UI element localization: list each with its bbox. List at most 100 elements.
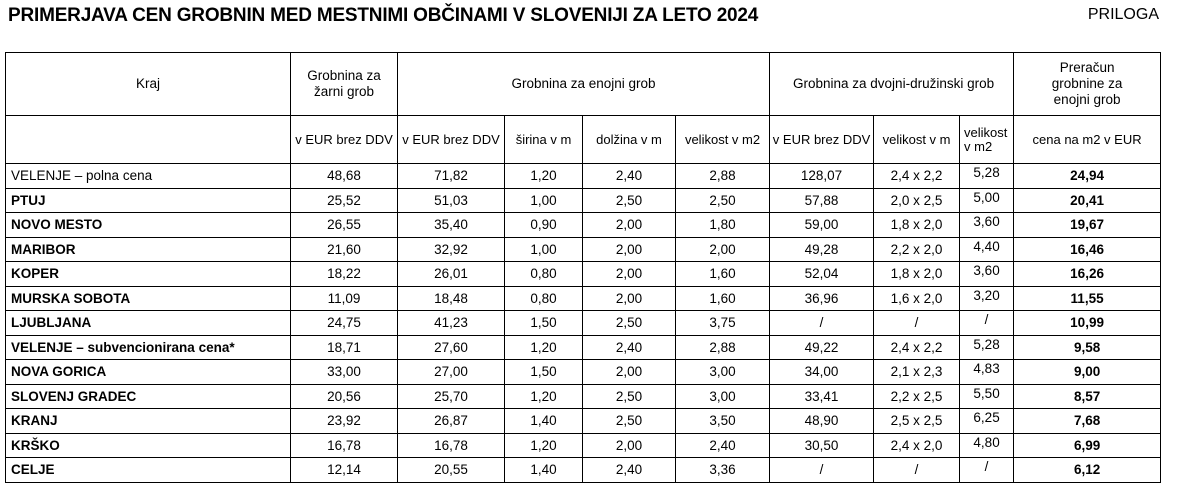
value-cell: 0,80: [504, 261, 583, 287]
value-cell: /: [769, 457, 875, 483]
value-cell: 21,60: [290, 236, 398, 262]
kraj-cell: KOPER: [5, 261, 291, 287]
value-cell: 3,20: [959, 285, 1015, 311]
value-cell: 20,41: [1013, 187, 1162, 213]
value-cell: 2,5 x 2,5: [873, 408, 961, 434]
value-cell: 2,00: [582, 212, 676, 238]
value-cell: 2,2 x 2,0: [873, 236, 961, 262]
topbar: PRIMERJAVA CEN GROBNIN MED MESTNIMI OBČI…: [8, 5, 1159, 27]
value-cell: 2,88: [674, 163, 771, 189]
table-row: NOVO MESTO 26,55 35,40 0,90 2,00 1,80 59,00 1,8…: [5, 212, 1162, 238]
value-cell: 6,25: [959, 408, 1015, 434]
value-cell: 48,90: [769, 408, 875, 434]
value-cell: 57,88: [769, 187, 875, 213]
value-cell: 27,00: [397, 359, 505, 385]
value-cell: 8,57: [1013, 383, 1162, 409]
value-cell: 3,00: [674, 383, 771, 409]
kraj-cell: NOVA GORICA: [5, 359, 291, 385]
value-cell: 23,92: [290, 408, 398, 434]
value-cell: 19,67: [1013, 212, 1162, 238]
value-cell: 6,12: [1013, 457, 1162, 483]
value-cell: 1,20: [504, 163, 583, 189]
value-cell: 20,56: [290, 383, 398, 409]
value-cell: 30,50: [769, 432, 875, 458]
value-cell: 2,4 x 2,2: [873, 163, 961, 189]
subheader-dvojni-eur: v EUR brez DDV: [769, 115, 875, 164]
value-cell: 5,28: [959, 334, 1015, 360]
value-cell: 9,58: [1013, 334, 1162, 360]
value-cell: 12,14: [290, 457, 398, 483]
corner-label: PRILOGA: [1087, 6, 1159, 23]
kraj-cell: KRŠKO: [5, 432, 291, 458]
value-cell: 3,36: [674, 457, 771, 483]
value-cell: 3,60: [959, 212, 1015, 238]
value-cell: /: [873, 310, 961, 336]
value-cell: 49,22: [769, 334, 875, 360]
value-cell: 4,40: [959, 236, 1015, 262]
value-cell: 1,20: [504, 334, 583, 360]
value-cell: 2,40: [582, 163, 676, 189]
subheader-enojni-eur: v EUR brez DDV: [397, 115, 505, 164]
value-cell: 1,50: [504, 359, 583, 385]
value-cell: /: [873, 457, 961, 483]
table-row: SLOVENJ GRADEC 20,56 25,70 1,20 2,50 3,00 33,4…: [5, 383, 1162, 409]
table-row: MURSKA SOBOTA 11,09 18,48 0,80 2,00 1,60 36,96…: [5, 285, 1162, 311]
value-cell: 0,80: [504, 285, 583, 311]
table-row: KRŠKO 16,78 16,78 1,20 2,00 2,40 30,50 2,4 x 2,…: [5, 432, 1162, 458]
value-cell: 2,50: [582, 383, 676, 409]
value-cell: 2,00: [582, 432, 676, 458]
value-cell: 9,00: [1013, 359, 1162, 385]
value-cell: 1,60: [674, 285, 771, 311]
value-cell: 11,55: [1013, 285, 1162, 311]
value-cell: 7,68: [1013, 408, 1162, 434]
value-cell: 2,50: [582, 310, 676, 336]
value-cell: 2,4 x 2,2: [873, 334, 961, 360]
page-title: PRIMERJAVA CEN GROBNIN MED MESTNIMI OBČI…: [8, 5, 759, 26]
value-cell: 33,41: [769, 383, 875, 409]
value-cell: 26,87: [397, 408, 505, 434]
value-cell: 1,00: [504, 236, 583, 262]
value-cell: 5,50: [959, 383, 1015, 409]
value-cell: 1,6 x 2,0: [873, 285, 961, 311]
kraj-cell: LJUBLJANA: [5, 310, 291, 336]
value-cell: 2,00: [582, 236, 676, 262]
kraj-cell: MURSKA SOBOTA: [5, 285, 291, 311]
value-cell: 2,4 x 2,0: [873, 432, 961, 458]
value-cell: 2,1 x 2,3: [873, 359, 961, 385]
value-cell: 36,96: [769, 285, 875, 311]
col-header-enojni-grob: Grobnina za enojni grob: [396, 52, 771, 116]
value-cell: 3,00: [674, 359, 771, 385]
value-cell: 2,88: [674, 334, 771, 360]
value-cell: 11,09: [290, 285, 398, 311]
col-header-preracun: Preračun grobnine za enojni grob: [1013, 52, 1162, 116]
value-cell: 1,8 x 2,0: [873, 261, 961, 287]
subheader-cena-m2: cena na m2 v EUR: [1013, 115, 1162, 164]
value-cell: 24,75: [290, 310, 398, 336]
value-cell: 1,40: [504, 457, 583, 483]
value-cell: 49,28: [769, 236, 875, 262]
value-cell: 0,90: [504, 212, 583, 238]
value-cell: 1,20: [504, 383, 583, 409]
table-body: VELENJE – polna cena 48,68 71,82 1,20 2,40 2,…: [5, 163, 1162, 483]
value-cell: 71,82: [397, 163, 505, 189]
value-cell: 26,55: [290, 212, 398, 238]
header-group-row: Kraj Grobnina za žarni grob Grobnina za …: [5, 52, 1162, 116]
value-cell: 32,92: [397, 236, 505, 262]
value-cell: 2,00: [582, 285, 676, 311]
value-cell: 10,99: [1013, 310, 1162, 336]
value-cell: 2,50: [582, 187, 676, 213]
table-row: KRANJ 23,92 26,87 1,40 2,50 3,50 48,90 2,5 x 2,…: [5, 408, 1162, 434]
grave-fees-table: Kraj Grobnina za žarni grob Grobnina za …: [5, 52, 1162, 483]
value-cell: 128,07: [769, 163, 875, 189]
col-header-zarni-grob: Grobnina za žarni grob: [290, 52, 398, 116]
col-header-kraj: Kraj: [5, 52, 291, 116]
kraj-cell: PTUJ: [5, 187, 291, 213]
subheader-velikost-m: velikost v m: [873, 115, 961, 164]
table-row: PTUJ 25,52 51,03 1,00 2,50 2,50 57,88 2,0 x 2,5…: [5, 187, 1162, 213]
kraj-cell: VELENJE – polna cena: [5, 163, 291, 189]
value-cell: /: [769, 310, 875, 336]
value-cell: 2,00: [582, 261, 676, 287]
subheader-empty: [5, 115, 291, 164]
value-cell: 3,60: [959, 261, 1015, 287]
value-cell: 2,00: [582, 359, 676, 385]
